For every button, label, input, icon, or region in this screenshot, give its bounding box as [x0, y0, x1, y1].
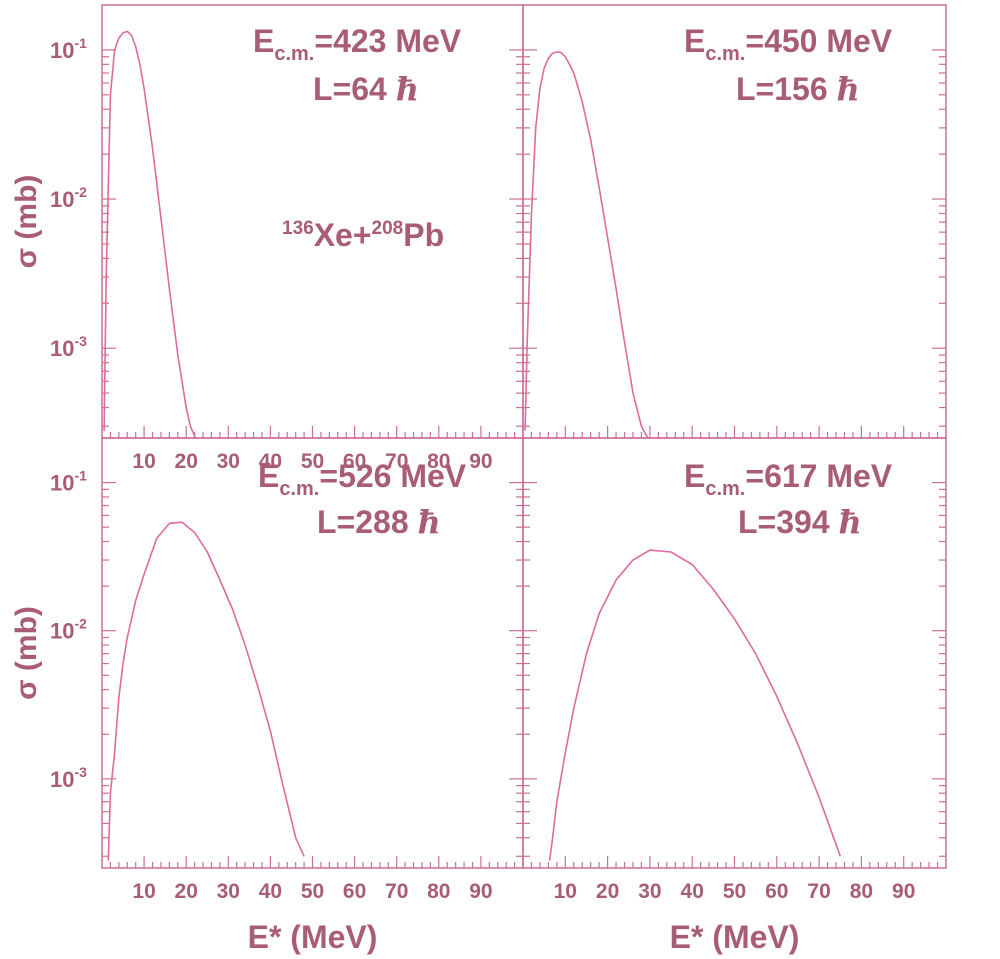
angular-momentum-label: L=156 ħ — [736, 70, 860, 108]
x-tick-label: 20 — [175, 880, 198, 903]
energy-label: Ec.m.=617 MeV — [684, 458, 893, 500]
energy-label: Ec.m.=450 MeV — [684, 23, 893, 65]
y-axis-label: σ (mb) — [10, 175, 43, 269]
x-tick-label: 50 — [301, 450, 324, 473]
panel-top-left: 10 20 30 40 50 60 70 80 90 10-1 10-2 10-3 σ (mb) Ec.m… — [10, 4, 524, 473]
panel-bottom-left: 10 20 30 40 50 60 70 80 90 10-1 10-2 10-3 σ (mb) E* (… — [10, 437, 524, 955]
x-tick-label: 70 — [385, 450, 408, 473]
x-tick-label: 80 — [427, 450, 450, 473]
x-tick-label: 30 — [638, 880, 661, 903]
y-tick-label: 10-3 — [50, 764, 87, 792]
x-tick-label: 70 — [385, 880, 408, 903]
x-tick-label: 70 — [807, 880, 830, 903]
energy-label: Ec.m.=423 MeV — [253, 23, 462, 65]
angular-momentum-label: L=64 ħ — [313, 70, 419, 108]
y-tick-label: 10-1 — [50, 468, 87, 496]
y-tick-label: 10-2 — [50, 616, 87, 644]
y-tick-label: 10-1 — [50, 35, 87, 63]
x-tick-label: 90 — [469, 880, 492, 903]
plot-frame — [101, 437, 524, 869]
cross-section-curve — [103, 30, 197, 438]
x-tick-label: 80 — [850, 880, 873, 903]
x-tick-label: 40 — [681, 880, 704, 903]
angular-momentum-label: L=394 ħ — [738, 503, 862, 541]
x-tick-label: 20 — [596, 880, 619, 903]
reaction-label: 136Xe+208Pb — [282, 217, 444, 253]
x-tick-label: 30 — [217, 880, 240, 903]
x-tick-label: 80 — [427, 880, 450, 903]
x-axis-label: E* (MeV) — [248, 919, 378, 955]
x-tick-label: 40 — [259, 880, 282, 903]
x-tick-label: 10 — [132, 450, 155, 473]
x-tick-label: 20 — [175, 450, 198, 473]
cross-section-curve — [548, 549, 842, 861]
x-tick-label: 10 — [554, 880, 577, 903]
x-tick-label: 90 — [469, 450, 492, 473]
y-tick-label: 10-3 — [50, 333, 87, 361]
angular-momentum-label: L=288 ħ — [317, 503, 441, 541]
x-tick-label: 50 — [723, 880, 746, 903]
panel-top-right: Ec.m.=450 MeV L=156 ħ — [522, 4, 947, 439]
y-axis-label: σ (mb) — [10, 606, 43, 700]
panel-bottom-right: 10 20 30 40 50 60 70 80 90 E* (MeV) Ec.m.=617 MeVL… — [522, 437, 947, 955]
x-tick-label: 30 — [217, 450, 240, 473]
plot-frame — [522, 4, 947, 439]
x-tick-label: 90 — [892, 880, 915, 903]
x-tick-label: 10 — [132, 880, 155, 903]
energy-label: Ec.m.=526 MeV — [258, 458, 467, 500]
x-tick-label: 60 — [343, 450, 366, 473]
x-tick-label: 60 — [765, 880, 788, 903]
cross-section-curve — [107, 521, 305, 861]
x-axis-label: E* (MeV) — [670, 919, 800, 955]
cross-section-curve — [524, 51, 649, 438]
x-tick-label: 40 — [259, 450, 282, 473]
y-tick-label: 10-2 — [50, 184, 87, 212]
x-tick-label: 50 — [301, 880, 324, 903]
x-tick-label: 60 — [343, 880, 366, 903]
